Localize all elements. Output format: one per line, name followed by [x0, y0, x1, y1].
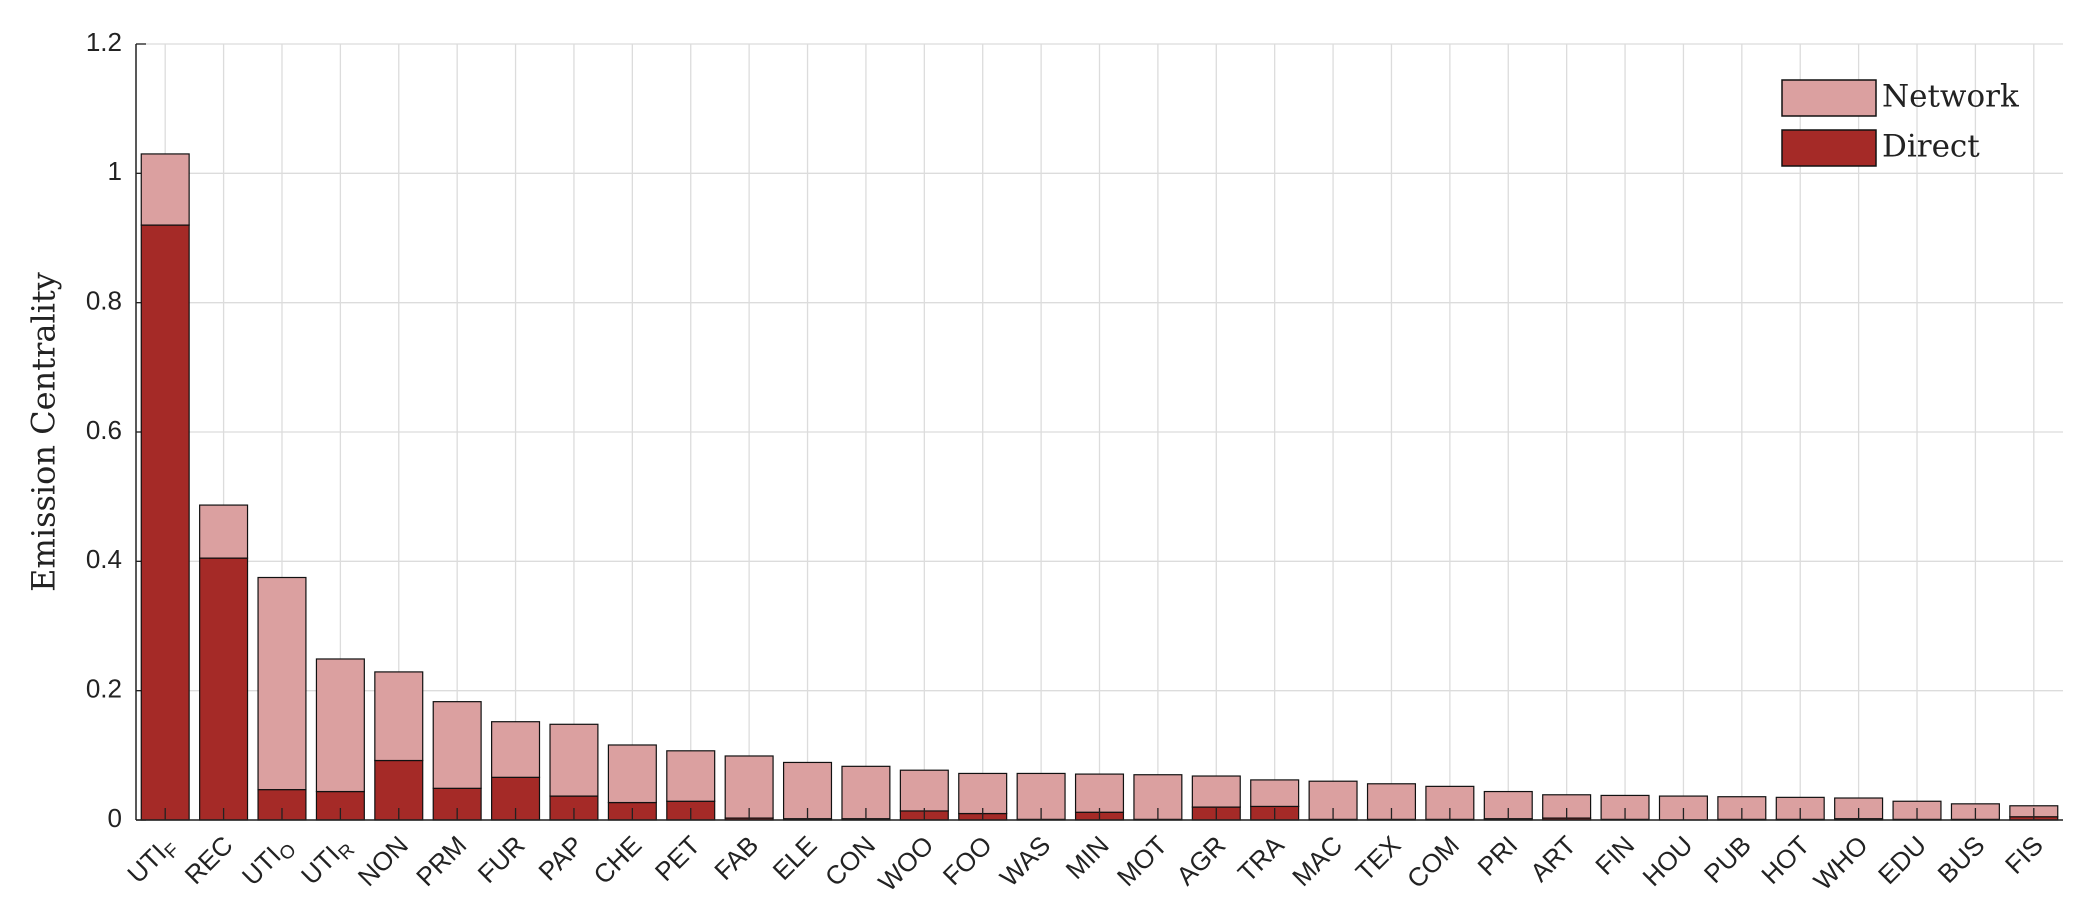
x-tick-label: EDU: [1872, 830, 1932, 890]
bar-segment: [315, 658, 365, 793]
x-tick-label: ELE: [767, 830, 823, 886]
x-tick-label: TRA: [1232, 829, 1290, 887]
legend-label: Network: [1882, 79, 2019, 115]
x-tick-label: UTIR: [295, 830, 359, 894]
bar-segment: [607, 744, 657, 804]
y-tick-label: 0.8: [86, 286, 122, 316]
x-tick-label: FIS: [1999, 830, 2049, 880]
y-tick-label: 1.2: [86, 27, 122, 57]
x-tick-label: WOO: [872, 830, 939, 897]
x-tick-label: AGR: [1170, 830, 1231, 891]
x-tick-label: REC: [179, 830, 239, 890]
bar-segment: [374, 671, 424, 762]
legend-swatch: [1781, 79, 1877, 117]
x-tick-label: FUR: [472, 830, 531, 889]
y-axis-label: Emission Centrality: [25, 272, 63, 592]
bar-segment: [257, 576, 307, 791]
x-tick-label: HOT: [1755, 830, 1815, 890]
x-tick-label: MAC: [1286, 830, 1348, 892]
x-tick-label: FIN: [1589, 830, 1640, 881]
bar-segment: [958, 772, 1008, 815]
x-tick-label: CON: [819, 830, 881, 892]
bar-segment: [140, 153, 190, 226]
x-tick-label: WHO: [1808, 830, 1874, 896]
x-tick-label: BUS: [1931, 830, 1990, 889]
y-tick-label: 1: [108, 156, 122, 186]
bar-segment: [432, 701, 482, 789]
x-tick-label: PRM: [410, 830, 472, 892]
bar-segment: [666, 750, 716, 802]
x-tick-label: WAS: [994, 830, 1056, 892]
x-tick-label: MIN: [1060, 830, 1115, 885]
y-tick-label: 0.4: [86, 544, 122, 574]
bar-segment: [140, 224, 190, 821]
x-tick-label: HOU: [1636, 830, 1698, 892]
legend-swatch: [1781, 129, 1877, 167]
x-tick-label: PRI: [1471, 830, 1523, 882]
x-tick-label: FOO: [937, 830, 998, 891]
x-tick-label: TEX: [1350, 830, 1407, 887]
x-tick-label: PAP: [532, 830, 589, 887]
x-tick-label: CHE: [587, 830, 647, 890]
bar-segment: [549, 723, 599, 797]
bar-segment: [1191, 775, 1241, 808]
bar-segment: [199, 504, 249, 559]
bar-segment: [199, 557, 249, 821]
y-tick-label: 0: [108, 803, 122, 833]
bar-segment: [1250, 779, 1300, 808]
x-tick-label: FAB: [708, 830, 764, 886]
bar-segment: [1074, 773, 1125, 813]
y-tick-label: 0.2: [86, 674, 122, 704]
x-tick-label: UTIO: [236, 830, 301, 895]
x-tick-label: COM: [1401, 830, 1465, 894]
bar-segment: [724, 755, 774, 819]
y-tick-label: 0.6: [86, 415, 122, 445]
bar-segment: [899, 769, 949, 812]
x-tick-label: PUB: [1698, 830, 1757, 889]
x-tick-label: NON: [352, 830, 414, 892]
x-tick-label: UTIF: [121, 830, 184, 893]
x-tick-label: ART: [1524, 830, 1582, 888]
bar-segment: [491, 721, 541, 778]
x-tick-label: PET: [649, 830, 706, 887]
legend-label: Direct: [1882, 129, 1980, 165]
x-tick-label: MOT: [1111, 830, 1173, 892]
